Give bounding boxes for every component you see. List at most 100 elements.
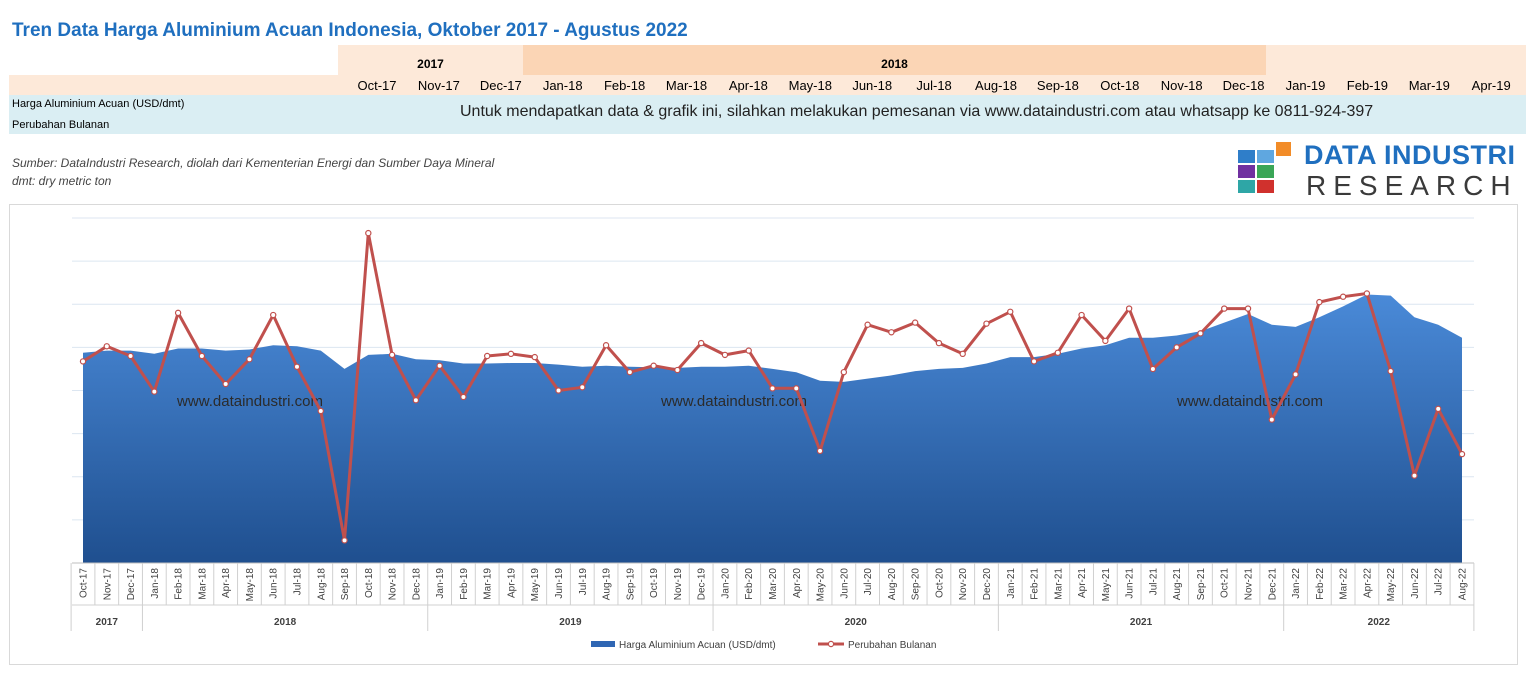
x-tick-label: Dec-20 xyxy=(982,568,993,601)
year-label: 2022 xyxy=(1368,617,1391,628)
logo-square xyxy=(1238,180,1255,193)
x-tick-label: Nov-18 xyxy=(388,568,399,601)
change-point xyxy=(151,388,158,395)
logo-square xyxy=(1257,150,1274,163)
legend-label-line: Perubahan Bulanan xyxy=(848,640,936,651)
change-point xyxy=(674,366,681,374)
change-point xyxy=(79,358,87,365)
change-point xyxy=(697,339,705,347)
change-point xyxy=(270,311,277,319)
x-tick-label: Feb-20 xyxy=(744,568,755,600)
change-point xyxy=(1292,371,1299,378)
x-tick-label: Oct-19 xyxy=(649,568,660,598)
year-label: 2021 xyxy=(1130,617,1153,628)
x-tick-label: Dec-19 xyxy=(697,568,708,601)
x-tick-label: Jul-21 xyxy=(1148,568,1159,596)
change-point xyxy=(579,384,586,391)
change-point xyxy=(198,352,206,360)
year-header-2017: 2017 xyxy=(417,57,444,71)
data-row-band xyxy=(9,95,1526,134)
x-tick-label: Feb-19 xyxy=(459,568,470,600)
x-tick-label: May-21 xyxy=(1101,568,1112,602)
change-point xyxy=(507,350,515,358)
chart-frame xyxy=(9,204,1518,665)
x-tick-label: Aug-18 xyxy=(316,568,327,601)
x-tick-label: Jul-19 xyxy=(578,568,589,596)
change-point xyxy=(293,363,301,370)
change-point xyxy=(1339,293,1347,300)
x-tick-label: Dec-18 xyxy=(411,568,422,601)
logo-text-top: DATA INDUSTRI xyxy=(1304,140,1516,170)
x-tick-label: Apr-20 xyxy=(792,568,803,598)
change-point xyxy=(1435,405,1442,413)
change-point xyxy=(1268,416,1275,423)
x-tick-label: Nov-21 xyxy=(1244,568,1255,601)
change-point xyxy=(174,309,182,317)
x-tick-label: Jan-18 xyxy=(150,568,161,599)
year-label: 2020 xyxy=(845,617,868,628)
change-point xyxy=(1007,308,1014,315)
change-point xyxy=(1102,337,1109,345)
x-tick-label: Sep-20 xyxy=(911,568,922,601)
logo-square xyxy=(1276,142,1291,156)
x-tick-label: Mar-22 xyxy=(1339,568,1350,600)
change-point xyxy=(483,352,491,360)
price-area xyxy=(83,294,1462,563)
change-point xyxy=(650,362,657,369)
change-point xyxy=(1221,305,1228,312)
change-point xyxy=(983,320,990,327)
year-band-2017 xyxy=(338,45,523,75)
change-point xyxy=(959,350,966,358)
x-tick-label: Nov-19 xyxy=(673,568,684,601)
x-tick-label: Apr-22 xyxy=(1362,568,1373,598)
x-tick-label: Sep-21 xyxy=(1196,568,1207,601)
year-label: 2017 xyxy=(96,617,119,628)
logo-square xyxy=(1257,180,1274,193)
change-point xyxy=(626,368,634,376)
change-point xyxy=(1054,349,1062,356)
change-point xyxy=(935,339,943,347)
x-tick-label: Feb-22 xyxy=(1315,568,1326,600)
change-point xyxy=(721,351,729,359)
logo-text-bottom: RESEARCH xyxy=(1306,170,1518,201)
month-header: May-18 xyxy=(788,78,832,93)
x-tick-label: Dec-21 xyxy=(1267,568,1278,601)
x-tick-label: Jan-21 xyxy=(1006,568,1017,599)
logo-square xyxy=(1238,165,1255,178)
month-header: Dec-17 xyxy=(479,78,522,93)
change-point xyxy=(816,447,824,455)
change-point xyxy=(436,362,443,369)
change-point xyxy=(864,321,871,328)
x-tick-label: Sep-18 xyxy=(340,568,351,601)
year-label: 2018 xyxy=(274,617,297,628)
month-band xyxy=(9,75,1526,95)
change-point xyxy=(531,353,538,361)
row-label-price: Harga Aluminium Acuan (USD/dmt) xyxy=(12,98,185,110)
month-header: Apr-19 xyxy=(1471,78,1511,93)
month-header: Jul-18 xyxy=(916,78,952,93)
x-tick-label: May-18 xyxy=(245,568,256,602)
x-tick-label: May-22 xyxy=(1386,568,1397,602)
year-band-2019 xyxy=(1266,45,1526,75)
change-point xyxy=(412,397,420,404)
watermark-text: www.dataindustri.com xyxy=(660,393,807,410)
x-tick-label: Mar-20 xyxy=(768,568,779,600)
x-tick-label: Aug-20 xyxy=(887,568,898,601)
x-tick-label: Oct-17 xyxy=(79,568,90,598)
change-point xyxy=(1411,472,1418,479)
company-logo: DATA INDUSTRI RESEARCH xyxy=(1238,140,1518,201)
change-point xyxy=(1173,344,1180,351)
change-point xyxy=(1197,330,1204,337)
x-tick-label: Oct-21 xyxy=(1220,568,1231,598)
x-tick-label: Jun-19 xyxy=(554,568,565,599)
x-tick-label: Oct-20 xyxy=(934,568,945,598)
legend-marker xyxy=(827,640,835,648)
change-point xyxy=(222,380,229,388)
change-point xyxy=(365,229,372,237)
x-tick-label: May-19 xyxy=(530,568,541,602)
x-tick-label: Apr-18 xyxy=(221,568,232,598)
x-tick-label: Jun-20 xyxy=(839,568,850,599)
change-point xyxy=(555,387,562,394)
watermark-text: www.dataindustri.com xyxy=(176,393,323,410)
order-notice: Untuk mendapatkan data & grafik ini, sil… xyxy=(460,103,1374,120)
